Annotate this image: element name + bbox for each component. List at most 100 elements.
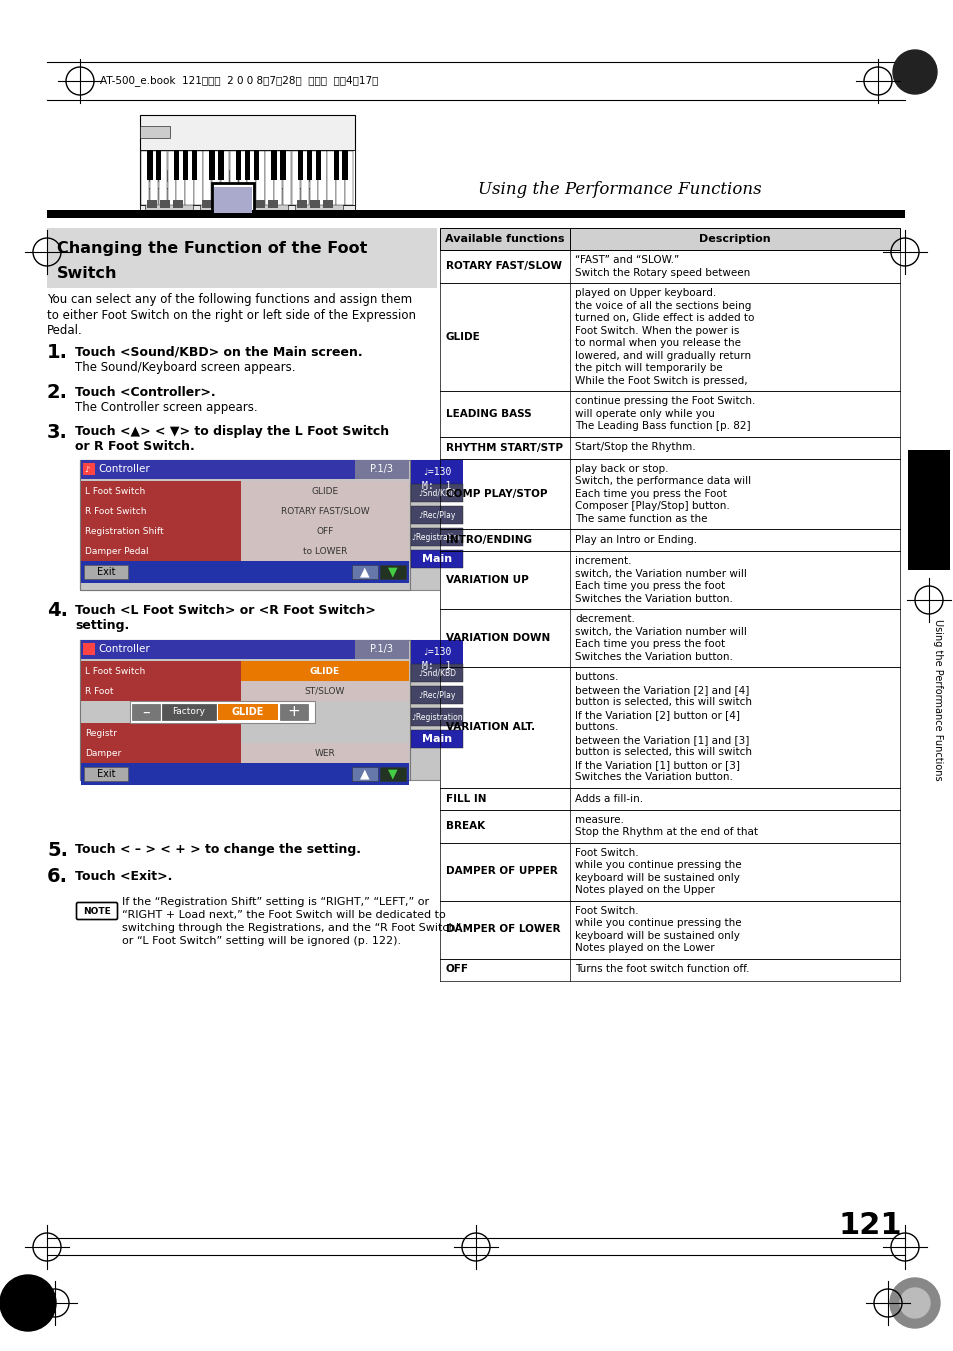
Bar: [84, 565, 128, 580]
Text: GLIDE: GLIDE: [446, 332, 480, 342]
Text: 4.: 4.: [47, 600, 68, 620]
Bar: [301, 170, 306, 182]
Text: Composer [Play/Stop] button.: Composer [Play/Stop] button.: [575, 501, 729, 511]
Bar: [335, 151, 344, 205]
Bar: [140, 126, 170, 138]
Bar: [355, 640, 409, 659]
Bar: [145, 188, 193, 209]
Bar: [310, 200, 319, 208]
Text: Touch <Exit>.: Touch <Exit>.: [75, 870, 172, 882]
Bar: [209, 150, 214, 180]
Bar: [439, 958, 899, 981]
Bar: [241, 743, 409, 763]
Text: Notes played on the Upper: Notes played on the Upper: [575, 885, 714, 896]
Bar: [274, 151, 282, 205]
Bar: [253, 170, 257, 182]
Bar: [285, 170, 290, 182]
Text: OFF: OFF: [446, 965, 469, 974]
Text: keyboard will be sustained only: keyboard will be sustained only: [575, 873, 740, 882]
Bar: [907, 450, 949, 570]
Bar: [315, 150, 321, 180]
Bar: [300, 151, 309, 205]
Bar: [439, 788, 899, 809]
Bar: [221, 170, 226, 182]
Bar: [439, 609, 899, 667]
Text: switch, the Variation number will: switch, the Variation number will: [575, 627, 746, 636]
Bar: [202, 200, 212, 208]
Bar: [160, 200, 170, 208]
Bar: [283, 151, 291, 205]
Bar: [236, 170, 242, 182]
Text: The Sound/Keyboard screen appears.: The Sound/Keyboard screen appears.: [75, 362, 295, 374]
Text: switching through the Registrations, and the “R Foot Switch”: switching through the Registrations, and…: [122, 923, 461, 934]
Bar: [238, 151, 247, 205]
Bar: [140, 115, 355, 215]
Text: Touch <▲> < ▼> to display the L Foot Switch: Touch <▲> < ▼> to display the L Foot Swi…: [75, 426, 389, 439]
Bar: [83, 463, 95, 476]
Text: Registration Shift: Registration Shift: [85, 527, 164, 535]
Bar: [439, 843, 899, 901]
Text: DAMPER OF UPPER: DAMPER OF UPPER: [446, 866, 558, 877]
Bar: [192, 150, 196, 180]
Text: the voice of all the sections being: the voice of all the sections being: [575, 301, 751, 311]
Text: If the Variation [2] button or [4]: If the Variation [2] button or [4]: [575, 709, 740, 720]
Text: Touch <Sound/KBD> on the Main screen.: Touch <Sound/KBD> on the Main screen.: [75, 346, 362, 358]
Text: played on Upper keyboard.: played on Upper keyboard.: [575, 288, 716, 299]
Bar: [241, 521, 409, 540]
Bar: [327, 151, 335, 205]
Bar: [229, 170, 233, 182]
Bar: [309, 170, 314, 182]
Bar: [172, 170, 178, 182]
Bar: [218, 150, 223, 180]
Bar: [132, 704, 160, 720]
Text: decrement.: decrement.: [575, 615, 634, 624]
Text: to LOWER: to LOWER: [302, 547, 347, 555]
Bar: [411, 663, 462, 682]
Text: 121: 121: [838, 1210, 901, 1239]
Bar: [140, 150, 355, 162]
Text: Touch <Controller>.: Touch <Controller>.: [75, 385, 215, 399]
Text: DAMPER OF LOWER: DAMPER OF LOWER: [446, 924, 560, 935]
Text: Switches the Variation button.: Switches the Variation button.: [575, 651, 732, 662]
Bar: [269, 170, 274, 182]
Bar: [200, 188, 234, 209]
Bar: [247, 151, 255, 205]
Bar: [221, 151, 229, 205]
Bar: [334, 150, 338, 180]
Text: Damper Pedal: Damper Pedal: [85, 547, 149, 555]
Bar: [203, 151, 212, 205]
Text: Using the Performance Functions: Using the Performance Functions: [477, 181, 761, 199]
Text: Touch < – > < + > to change the setting.: Touch < – > < + > to change the setting.: [75, 843, 360, 857]
Bar: [345, 151, 354, 205]
Bar: [276, 170, 282, 182]
Bar: [411, 640, 462, 676]
Text: between the Variation [1] and [3]: between the Variation [1] and [3]: [575, 735, 749, 744]
Text: 1.: 1.: [47, 343, 68, 362]
Bar: [292, 151, 300, 205]
Bar: [280, 150, 285, 180]
Text: If the “Registration Shift” setting is “RIGHT,” “LEFT,” or: If the “Registration Shift” setting is “…: [122, 897, 429, 907]
Circle shape: [892, 50, 936, 95]
Bar: [149, 170, 153, 182]
Text: INTRO/ENDING: INTRO/ENDING: [446, 535, 532, 544]
Text: to normal when you release the: to normal when you release the: [575, 338, 740, 349]
Text: the pitch will temporarily be: the pitch will temporarily be: [575, 363, 721, 373]
Text: R Foot: R Foot: [85, 686, 113, 696]
Bar: [241, 661, 409, 681]
Text: measure.: measure.: [575, 815, 623, 824]
Bar: [325, 170, 330, 182]
Text: P.1/3: P.1/3: [370, 644, 393, 654]
Bar: [241, 681, 409, 701]
Text: between the Variation [2] and [4]: between the Variation [2] and [4]: [575, 685, 749, 694]
Text: lowered, and will gradually return: lowered, and will gradually return: [575, 351, 750, 361]
Bar: [205, 170, 210, 182]
Bar: [185, 151, 193, 205]
Bar: [411, 550, 462, 567]
Text: AT-500_e.book  121ページ  2 0 0 8年7月28日  月曜日  午後4時17分: AT-500_e.book 121ページ 2 0 0 8年7月28日 月曜日 午…: [100, 76, 378, 86]
Bar: [81, 501, 241, 521]
Bar: [81, 481, 241, 501]
Bar: [241, 501, 409, 521]
Bar: [310, 151, 317, 205]
Bar: [272, 150, 276, 180]
Bar: [240, 188, 288, 209]
